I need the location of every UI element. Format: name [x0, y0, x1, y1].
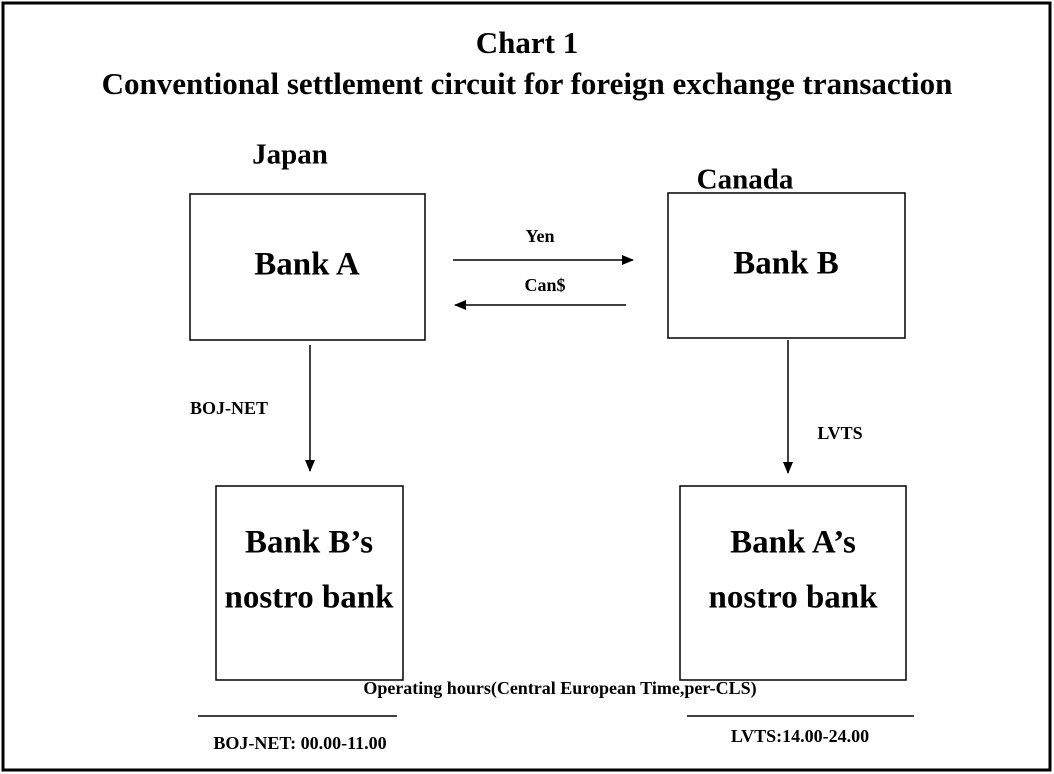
- footer-title: Operating hours(Central European Time,pe…: [363, 678, 756, 699]
- hours-label: BOJ-NET: 00.00-11.00: [213, 733, 386, 753]
- title: Chart 1: [476, 25, 578, 60]
- hours-label: LVTS:14.00-24.00: [731, 726, 869, 746]
- node-label: nostro bank: [708, 580, 878, 616]
- region-label: Japan: [252, 139, 328, 171]
- node-label: Bank B: [733, 246, 838, 282]
- edge-label: BOJ-NET: [190, 398, 268, 418]
- node-label: Bank A: [254, 247, 360, 283]
- node-box: [679, 485, 907, 681]
- edge-label: LVTS: [817, 423, 862, 443]
- region-label: Canada: [697, 164, 794, 196]
- node-label: Bank A’s: [730, 525, 856, 561]
- node-box: [215, 485, 404, 681]
- edge-label: Can$: [524, 275, 565, 295]
- node-label: Bank B’s: [245, 525, 373, 561]
- edge-label: Yen: [525, 226, 554, 246]
- node-box: [667, 192, 906, 339]
- node-box: [189, 193, 426, 341]
- node-label: nostro bank: [224, 580, 394, 616]
- subtitle: Conventional settlement circuit for fore…: [102, 66, 953, 101]
